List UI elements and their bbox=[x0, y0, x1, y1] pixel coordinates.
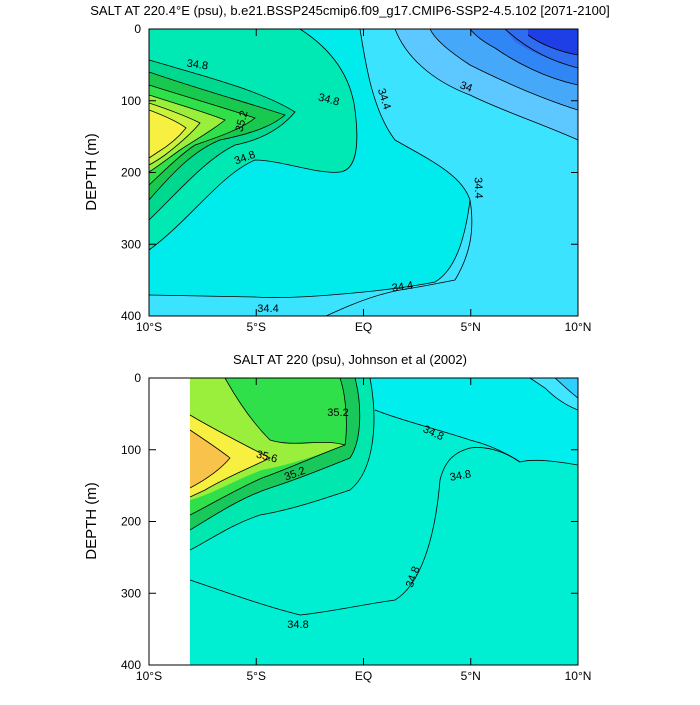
bottom-contour-fills bbox=[189, 378, 578, 665]
top-y-ticks: 0 100 200 300 400 bbox=[121, 22, 578, 323]
x-tick-label: 5°N bbox=[461, 669, 481, 683]
top-clabel: 34.4 bbox=[391, 280, 414, 295]
y-tick-label: 0 bbox=[134, 371, 141, 385]
y-tick-label: 300 bbox=[121, 586, 141, 600]
x-tick-label: EQ bbox=[355, 320, 372, 334]
top-clabel: 35.2 bbox=[234, 109, 251, 133]
bottom-clabel: 35.6 bbox=[255, 449, 279, 466]
y-tick-label: 200 bbox=[121, 515, 141, 529]
top-contour-fills bbox=[149, 29, 578, 316]
x-tick-label: 5°N bbox=[461, 320, 481, 334]
x-tick-label: 10°N bbox=[565, 669, 592, 683]
top-y-axis-label: DEPTH (m) bbox=[83, 133, 100, 211]
y-tick-label: 400 bbox=[121, 658, 141, 672]
bottom-fill-35-6 bbox=[190, 415, 270, 497]
bottom-chart-title: SALT AT 220 (psu), Johnson et al (2002) bbox=[233, 352, 467, 367]
x-tick-label: 10°N bbox=[565, 320, 592, 334]
top-clabel: 34.8 bbox=[317, 92, 341, 109]
y-tick-label: 100 bbox=[121, 443, 141, 457]
top-clabel: 34 bbox=[458, 79, 474, 94]
bottom-clabel: 34.8 bbox=[287, 619, 308, 631]
y-tick-label: 100 bbox=[121, 94, 141, 108]
y-tick-label: 400 bbox=[121, 309, 141, 323]
top-clabel: 34.4 bbox=[257, 303, 278, 315]
top-fill-33-4 bbox=[528, 29, 578, 55]
x-tick-label: EQ bbox=[355, 669, 372, 683]
x-tick-label: 10°S bbox=[136, 320, 162, 334]
bottom-y-ticks: 0 100 200 300 400 bbox=[121, 371, 578, 672]
bottom-y-axis-label: DEPTH (m) bbox=[83, 482, 100, 560]
top-contour-lines bbox=[149, 29, 578, 316]
top-x-ticks: 10°S 5°S EQ 5°N 10°N bbox=[136, 29, 591, 334]
y-tick-label: 300 bbox=[121, 237, 141, 251]
y-tick-label: 0 bbox=[134, 22, 141, 36]
bottom-x-ticks: 10°S 5°S EQ 5°N 10°N bbox=[136, 378, 591, 683]
top-clabel: 34.8 bbox=[186, 58, 209, 73]
top-clabel: 34.4 bbox=[472, 177, 485, 199]
x-tick-label: 5°S bbox=[247, 669, 266, 683]
bottom-clabel: 35.2 bbox=[327, 407, 348, 419]
bottom-fill-35-8 bbox=[190, 430, 230, 488]
x-tick-label: 10°S bbox=[136, 669, 162, 683]
top-fill-36-0 bbox=[149, 110, 186, 158]
bottom-fill-34-6 bbox=[370, 378, 578, 465]
top-chart-title: SALT AT 220.4°E (psu), b.e21.BSSP245cmip… bbox=[90, 3, 610, 18]
y-tick-label: 200 bbox=[121, 166, 141, 180]
bottom-clabel: 34.8 bbox=[449, 468, 472, 484]
bottom-contour-lines bbox=[189, 378, 578, 616]
x-tick-label: 5°S bbox=[247, 320, 266, 334]
